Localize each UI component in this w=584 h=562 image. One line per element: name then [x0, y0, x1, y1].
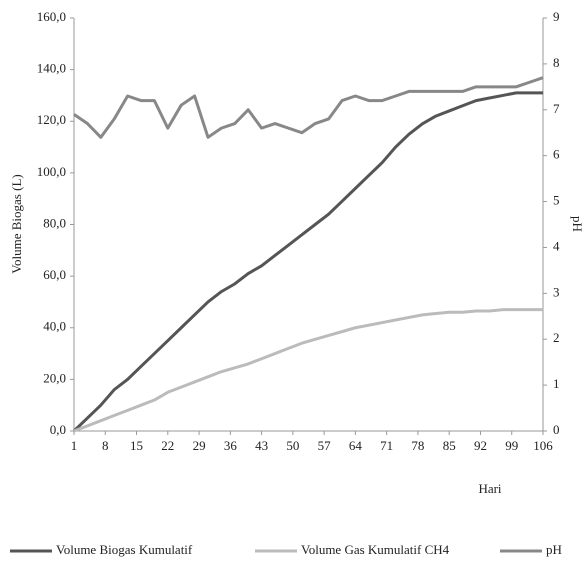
series-line [72, 91, 543, 433]
x-tick-label: 1 [71, 438, 78, 453]
x-tick-label: 15 [130, 438, 143, 453]
x-tick-label: 50 [286, 438, 299, 453]
y2-tick-label: 3 [553, 284, 560, 299]
y2-tick-label: 8 [553, 55, 560, 70]
y-tick-label: 160,0 [37, 9, 66, 24]
y-tick-label: 40,0 [43, 319, 66, 334]
x-axis-label: Hari [478, 481, 501, 496]
series-line [73, 308, 543, 433]
y2-tick-label: 2 [553, 330, 560, 345]
x-tick-label: 99 [505, 438, 518, 453]
x-tick-label: 78 [411, 438, 424, 453]
y2-tick-label: 9 [553, 9, 560, 24]
y2-tick-label: 1 [553, 376, 560, 391]
y-tick-label: 20,0 [43, 370, 66, 385]
y2-tick-label: 4 [553, 238, 560, 253]
x-tick-label: 43 [255, 438, 268, 453]
y2-tick-label: 6 [553, 147, 560, 162]
x-tick-label: 29 [193, 438, 206, 453]
y2-tick-label: 0 [553, 422, 560, 437]
legend-label: Volume Gas Kumulatif CH4 [301, 542, 450, 557]
x-tick-label: 106 [533, 438, 553, 453]
x-tick-label: 8 [102, 438, 109, 453]
x-tick-label: 85 [443, 438, 456, 453]
x-tick-label: 22 [161, 438, 174, 453]
x-tick-label: 57 [318, 438, 332, 453]
y2-tick-label: 5 [553, 193, 560, 208]
y-axis-label: Volume Biogas (L) [9, 174, 24, 273]
y-tick-label: 60,0 [43, 267, 66, 282]
legend-label: Volume Biogas Kumulatif [56, 542, 193, 557]
y2-axis-label: pH [570, 216, 584, 232]
x-tick-label: 36 [224, 438, 238, 453]
y-tick-label: 120,0 [37, 112, 66, 127]
x-tick-label: 64 [349, 438, 363, 453]
series-line [73, 76, 544, 139]
x-tick-label: 92 [474, 438, 487, 453]
y-tick-label: 80,0 [43, 215, 66, 230]
y-tick-label: 0,0 [50, 422, 66, 437]
legend-label: pH [546, 542, 562, 557]
y-tick-label: 140,0 [37, 61, 66, 76]
y-tick-label: 100,0 [37, 164, 66, 179]
x-tick-label: 71 [380, 438, 393, 453]
y2-tick-label: 7 [553, 101, 560, 116]
